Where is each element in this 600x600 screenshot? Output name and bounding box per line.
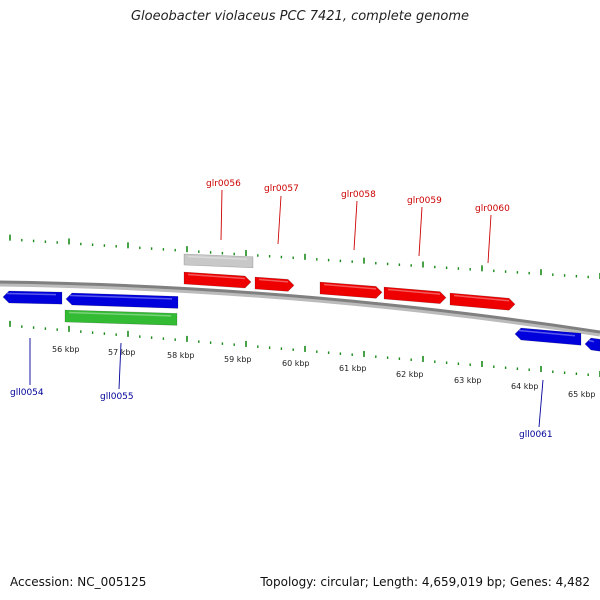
kbp-label: 59 kbp <box>224 355 252 364</box>
reverse-gene-arrow-highlight <box>6 292 57 296</box>
misc-feature-bar <box>183 253 254 269</box>
kbp-label: 58 kbp <box>167 351 195 360</box>
forward-gene-arrow <box>319 281 383 299</box>
outer-tick-marks <box>9 234 600 279</box>
forward-gene-arrow-highlight <box>323 283 377 290</box>
kbp-label: 65 kbp <box>568 390 596 399</box>
topology-text: Topology: circular; Length: 4,659,019 bp… <box>260 575 590 589</box>
kbp-label: 60 kbp <box>282 359 310 368</box>
leader-line <box>118 342 122 390</box>
forward-gene-arrow-highlight <box>453 294 510 302</box>
gene-label-glr0060: glr0060 <box>475 204 510 214</box>
forward-gene-arrow <box>449 292 516 311</box>
forward-gene-arrow <box>183 271 252 289</box>
leader-line <box>353 200 358 251</box>
gene-label-glr0056: glr0056 <box>206 179 241 189</box>
kbp-axis-labels: 56 kbp 57 kbp 58 kbp 59 kbp 60 kbp 61 kbp 62 k… <box>52 345 596 399</box>
leader-line <box>220 189 223 241</box>
leader-line <box>418 206 423 257</box>
reverse-gene-arrow-highlight <box>69 294 173 300</box>
kbp-label: 62 kbp <box>396 370 424 379</box>
reverse-gene-arrow-highlight <box>588 339 595 343</box>
rna-gene-bar <box>64 309 178 326</box>
gene-label-glr0059: glr0059 <box>407 196 442 206</box>
forward-gene-arrow-highlight <box>387 288 441 295</box>
gene-label-glr0057: glr0057 <box>264 184 299 194</box>
leader-line <box>277 195 282 245</box>
gene-label-gll0055: gll0055 <box>100 392 134 402</box>
inner-tick-marks <box>9 320 600 377</box>
reverse-gene-arrow <box>2 290 63 305</box>
leader-line <box>538 379 544 428</box>
genome-title: Gloeobacter violaceus PCC 7421, complete… <box>130 9 470 24</box>
forward-gene-arrow <box>254 276 295 292</box>
kbp-label: 57 kbp <box>108 348 136 357</box>
gene-labels: glr0056 glr0057 glr0058 glr0059 glr0060 gll00… <box>10 179 553 440</box>
kbp-label: 56 kbp <box>52 345 80 354</box>
kbp-label: 63 kbp <box>454 376 482 385</box>
gene-label-gll0061: gll0061 <box>519 430 553 440</box>
gene-label-gll0054: gll0054 <box>10 388 44 398</box>
gene-features <box>2 253 600 352</box>
reverse-gene-arrow <box>584 337 600 352</box>
gene-label-glr0058: glr0058 <box>341 190 376 200</box>
forward-gene-arrow <box>383 286 447 304</box>
accession-text: Accession: NC_005125 <box>10 575 147 589</box>
genome-backbone-shadow <box>0 281 600 337</box>
genome-backbone <box>0 280 600 334</box>
forward-gene-arrow-highlight <box>258 278 289 283</box>
misc-feature-bar-highlight <box>187 255 248 261</box>
reverse-gene-arrow <box>65 292 179 309</box>
leader-line <box>487 214 492 264</box>
kbp-label: 61 kbp <box>339 364 367 373</box>
reverse-gene-arrow <box>514 327 582 346</box>
kbp-label: 64 kbp <box>511 382 539 391</box>
reverse-gene-arrow-highlight <box>518 329 576 337</box>
rna-gene-bar-highlight <box>68 311 172 317</box>
forward-gene-arrow-highlight <box>187 273 246 280</box>
